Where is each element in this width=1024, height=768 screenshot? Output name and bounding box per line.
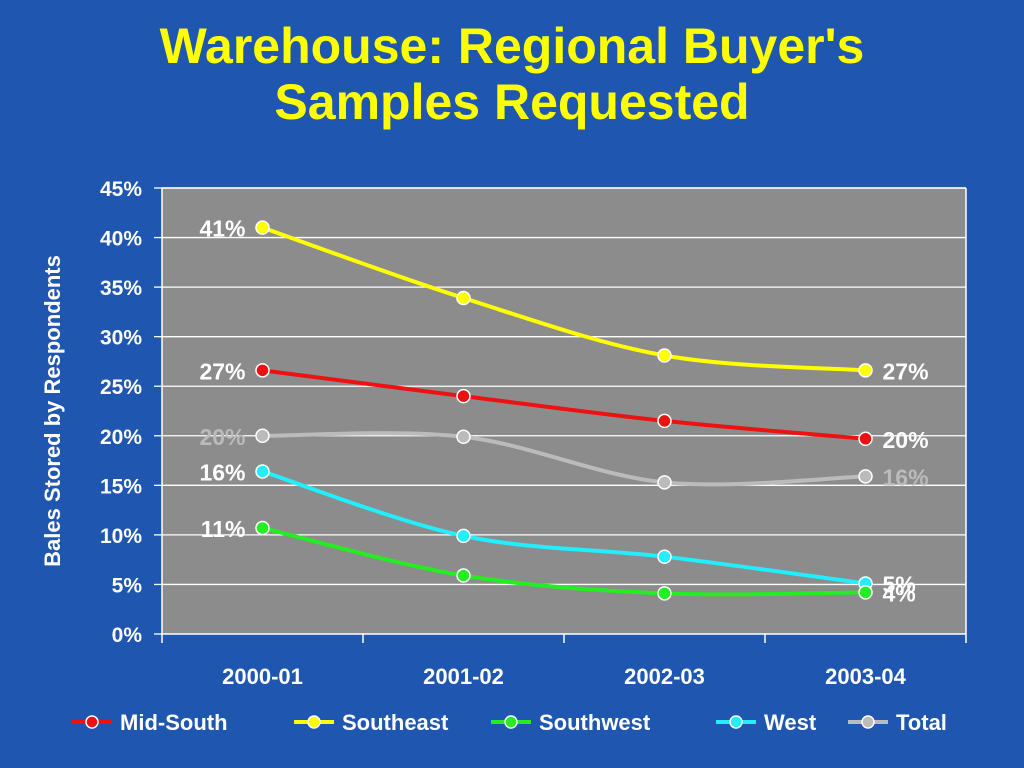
data-label: 27% bbox=[199, 358, 245, 384]
series-line bbox=[261, 225, 866, 373]
series-mid-south: 27% 20% bbox=[199, 358, 928, 452]
legend-label: Total bbox=[896, 710, 947, 735]
data-point bbox=[456, 429, 471, 445]
legend-swatch-marker bbox=[504, 715, 518, 729]
series-southwest: 11% 4% bbox=[201, 516, 916, 606]
legend-item: Mid-South bbox=[72, 710, 228, 735]
x-tick-label: 2003-04 bbox=[825, 664, 907, 689]
legend-item: Southwest bbox=[491, 710, 651, 735]
y-tick-label: 15% bbox=[100, 475, 142, 498]
y-tick-labels: 0% 5% 10% 15% 20% 25% 30% 35% 40% 45% bbox=[100, 178, 142, 647]
data-label: 41% bbox=[199, 216, 245, 242]
data-point bbox=[657, 348, 672, 363]
x-tick-label: 2000-01 bbox=[222, 664, 303, 689]
data-point bbox=[255, 220, 270, 235]
data-point bbox=[657, 475, 672, 490]
y-tick-label: 25% bbox=[100, 376, 142, 399]
legend-label: West bbox=[764, 710, 817, 735]
y-tick-label: 0% bbox=[112, 624, 143, 647]
series-line bbox=[261, 469, 866, 586]
data-label: 4% bbox=[883, 580, 916, 606]
y-tick-label: 5% bbox=[112, 574, 143, 597]
y-axis-label: Bales Stored by Respondents bbox=[40, 255, 65, 567]
data-point bbox=[858, 363, 873, 378]
axes bbox=[154, 187, 967, 643]
data-point bbox=[657, 586, 672, 601]
y-tick-label: 40% bbox=[100, 228, 142, 251]
y-tick-label: 10% bbox=[100, 525, 142, 548]
data-label: 20% bbox=[199, 424, 245, 450]
legend-swatch-marker bbox=[307, 715, 321, 729]
data-label: 16% bbox=[883, 464, 929, 490]
data-point bbox=[255, 520, 270, 536]
y-tick-label: 35% bbox=[100, 277, 142, 300]
legend-swatch-marker bbox=[861, 715, 875, 729]
y-tick-label: 30% bbox=[100, 327, 142, 350]
legend-item: West bbox=[716, 710, 817, 735]
title-line-1: Warehouse: Regional Buyer's bbox=[159, 18, 865, 74]
y-tick-label: 45% bbox=[100, 178, 142, 201]
slide-title: Warehouse: Regional Buyer's Samples Requ… bbox=[0, 18, 1024, 130]
data-point bbox=[657, 549, 672, 564]
data-point bbox=[255, 464, 270, 479]
data-label: 16% bbox=[199, 459, 245, 485]
series-line bbox=[262, 526, 866, 597]
series-west: 16% 5% bbox=[199, 459, 915, 597]
legend-label: Southwest bbox=[539, 710, 651, 735]
series-line bbox=[262, 431, 866, 487]
data-point bbox=[255, 363, 270, 378]
series-southeast: 41% 27% bbox=[199, 216, 928, 385]
data-point bbox=[858, 431, 873, 447]
data-point bbox=[456, 290, 471, 306]
data-point bbox=[456, 528, 471, 544]
series-group: 20% 16% 16% 5% 11% 4% 27% 20% 41% 27% bbox=[199, 216, 928, 607]
legend-swatch-marker bbox=[729, 715, 743, 729]
legend: Mid-South Southeast Southwest West Total bbox=[72, 710, 947, 735]
data-point bbox=[456, 388, 471, 404]
data-point bbox=[255, 428, 270, 444]
legend-label: Southeast bbox=[342, 710, 449, 735]
data-point bbox=[657, 413, 672, 429]
legend-label: Mid-South bbox=[120, 710, 228, 735]
data-point bbox=[858, 585, 873, 600]
legend-swatch-marker bbox=[85, 715, 99, 729]
data-label: 27% bbox=[883, 358, 929, 384]
x-tick-label: 2001-02 bbox=[423, 664, 504, 689]
series-line bbox=[262, 368, 866, 441]
series-total: 20% 16% bbox=[199, 424, 928, 491]
x-tick-label: 2002-03 bbox=[624, 664, 705, 689]
data-point bbox=[456, 568, 471, 583]
y-tick-label: 20% bbox=[100, 426, 142, 449]
data-label: 5% bbox=[883, 571, 916, 597]
legend-item: Total bbox=[848, 710, 947, 735]
data-label: 20% bbox=[883, 427, 929, 453]
legend-item: Southeast bbox=[294, 710, 449, 735]
title-line-2: Samples Requested bbox=[274, 74, 750, 130]
plot-area bbox=[162, 188, 966, 634]
data-label: 11% bbox=[201, 516, 246, 542]
x-tick-labels: 2000-01 2001-02 2002-03 2003-04 bbox=[222, 664, 907, 689]
data-point bbox=[858, 469, 873, 484]
